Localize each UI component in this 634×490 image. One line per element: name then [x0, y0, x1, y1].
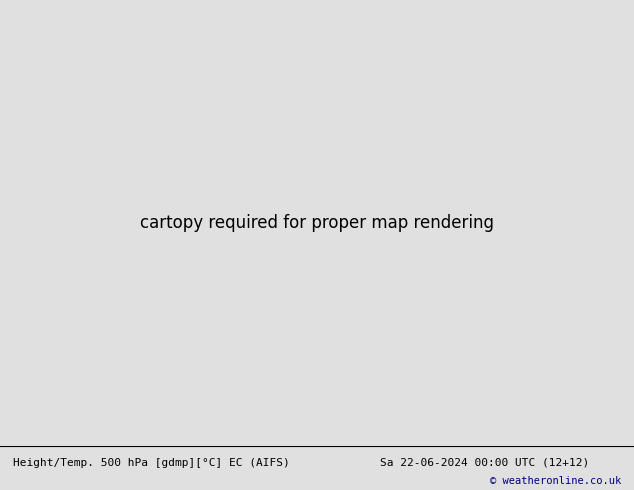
Text: Sa 22-06-2024 00:00 UTC (12+12): Sa 22-06-2024 00:00 UTC (12+12): [380, 458, 590, 467]
Text: © weatheronline.co.uk: © weatheronline.co.uk: [490, 476, 621, 486]
Text: cartopy required for proper map rendering: cartopy required for proper map renderin…: [140, 214, 494, 232]
Text: Height/Temp. 500 hPa [gdmp][°C] EC (AIFS): Height/Temp. 500 hPa [gdmp][°C] EC (AIFS…: [13, 458, 290, 467]
